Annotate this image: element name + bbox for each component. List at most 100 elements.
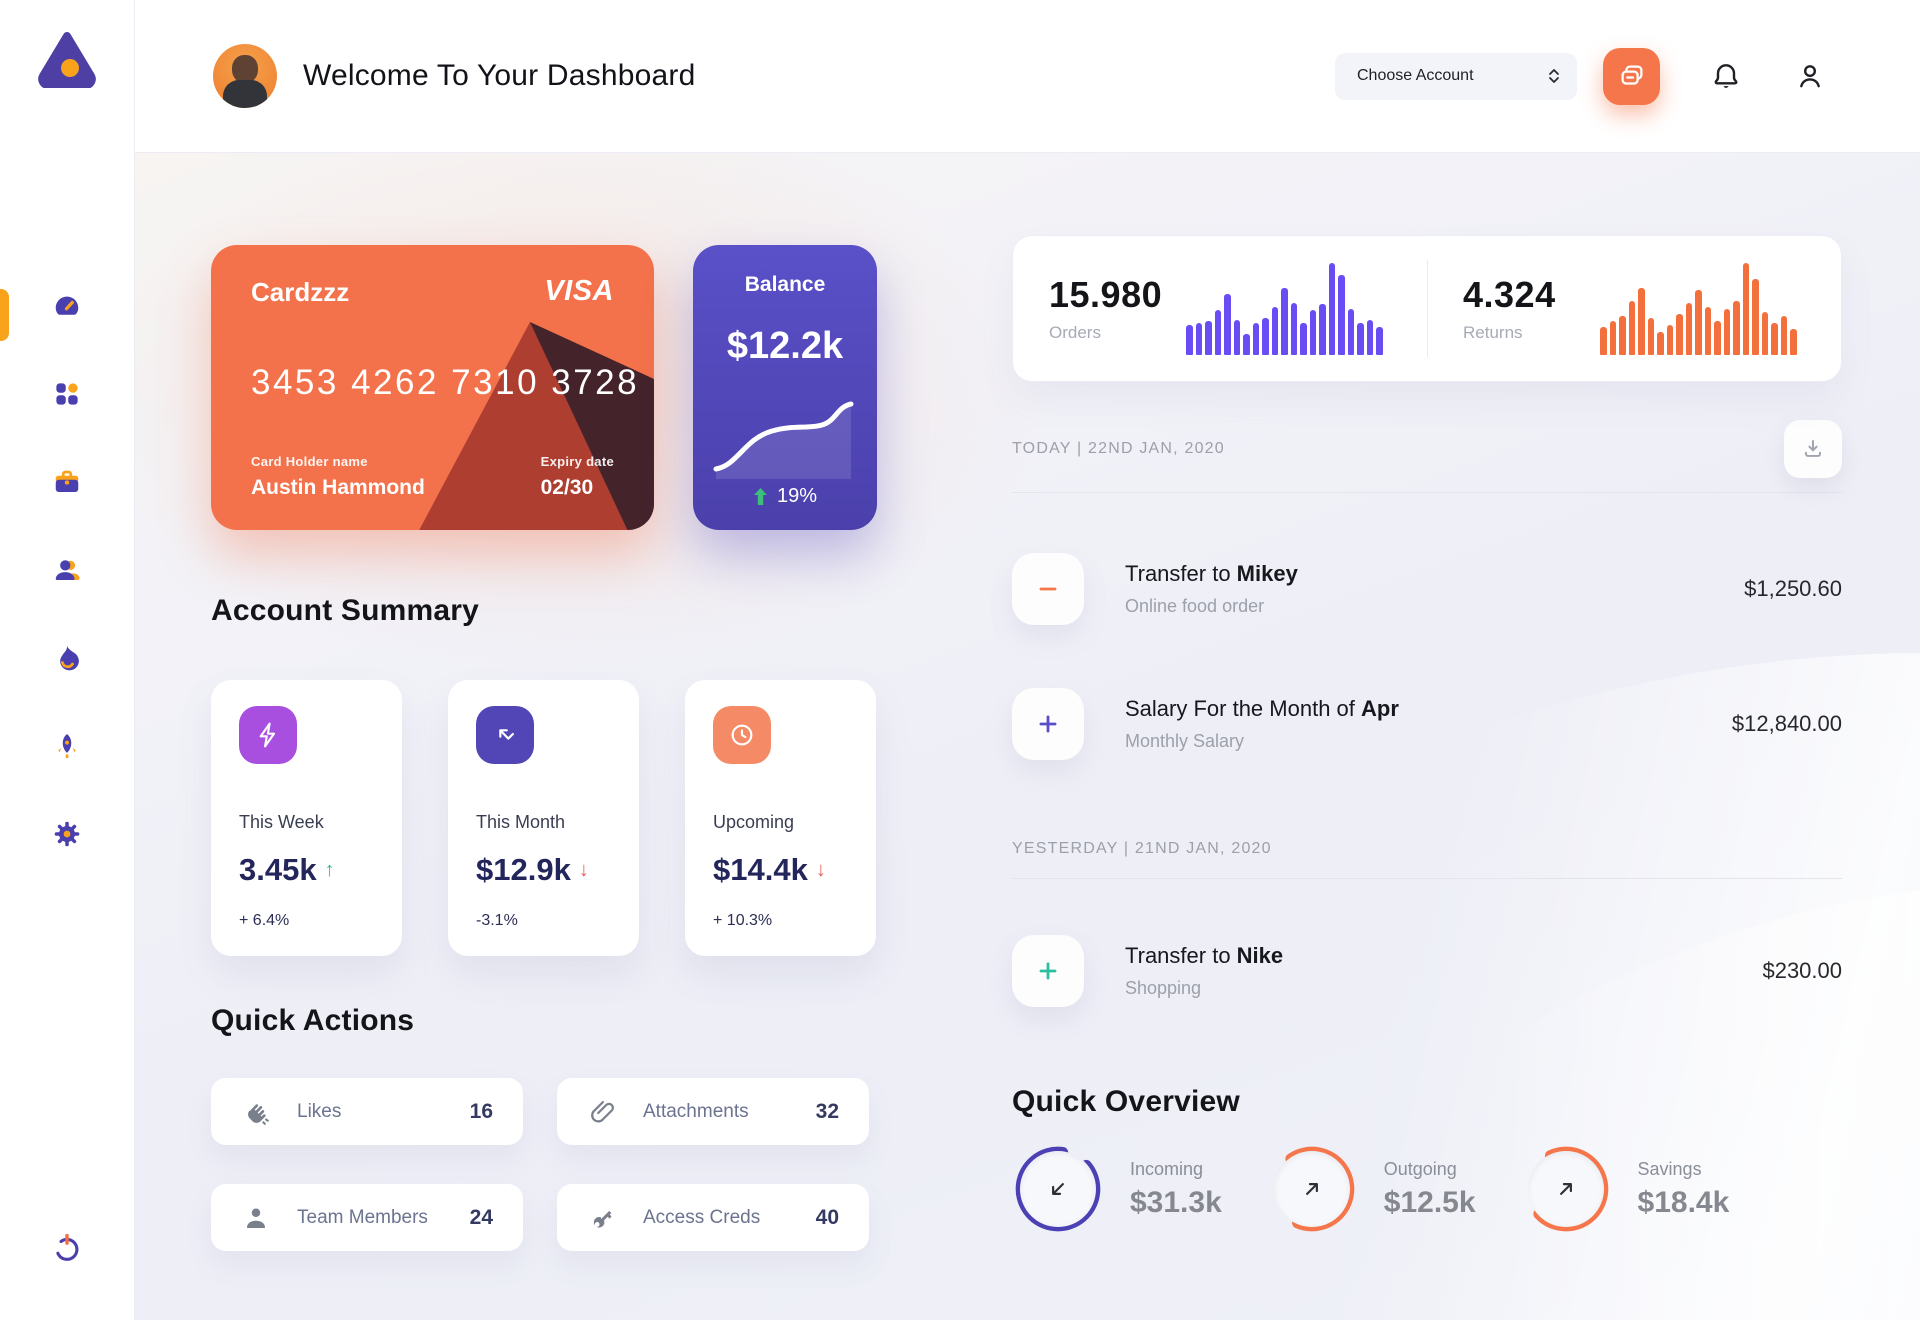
returns-label: Returns xyxy=(1463,323,1523,342)
bell-icon xyxy=(1714,64,1738,88)
sidebar-item-users[interactable] xyxy=(51,554,83,586)
card-holder-block: Card Holder name Austin Hammond xyxy=(251,454,425,500)
chat-bubbles-icon xyxy=(1621,65,1642,85)
card-holder-label: Card Holder name xyxy=(251,454,368,469)
outgoing-progress-ring xyxy=(1266,1143,1358,1235)
sidebar-item-apps[interactable] xyxy=(51,378,83,410)
overview-outgoing: Outgoing $12.5k xyxy=(1266,1143,1476,1235)
summary-card-this-month: This Month $12.9k ↓ -3.1% xyxy=(448,680,639,956)
tx-title: Transfer to Nike xyxy=(1125,943,1284,968)
right-column: 15.980 Orders 4.324 Returns TODAY | 22ND… xyxy=(1012,153,1842,1235)
avatar-shoulders xyxy=(223,80,267,108)
action-label: Attachments xyxy=(643,1100,749,1122)
summary-label: Upcoming xyxy=(713,812,795,832)
action-access-creds[interactable]: Access Creds 40 xyxy=(557,1184,869,1251)
transaction-row-salary[interactable]: Salary For the Month of Apr Monthly Sala… xyxy=(1012,688,1842,760)
credit-card: Cardzzz VISA 3453 4262 7310 3728 Card Ho… xyxy=(211,245,654,530)
arrow-up-right-icon xyxy=(1559,1183,1572,1195)
action-count: 32 xyxy=(815,1099,839,1123)
summary-label: This Week xyxy=(239,812,324,832)
overview-value: $18.4k xyxy=(1637,1185,1730,1219)
card-name: Cardzzz xyxy=(251,277,350,307)
profile-button[interactable] xyxy=(1792,58,1828,94)
logout-button[interactable] xyxy=(50,1231,84,1265)
trend-arrow-icon xyxy=(476,706,534,764)
divider xyxy=(1012,492,1842,493)
orders-sparkline xyxy=(1186,262,1391,355)
paperclip-icon xyxy=(591,1100,614,1123)
minus-icon xyxy=(1012,553,1084,625)
summary-percent: + 10.3% xyxy=(713,912,773,929)
up-arrow-icon xyxy=(753,488,767,505)
action-likes[interactable]: Likes 16 xyxy=(211,1078,523,1145)
card-holder-name: Austin Hammond xyxy=(251,476,425,499)
summary-card-upcoming: Upcoming $14.4k ↓ + 10.3% xyxy=(685,680,876,956)
balance-label: Balance xyxy=(744,273,826,296)
trend-down-arrow: ↓ xyxy=(578,858,589,881)
notifications-button[interactable] xyxy=(1708,58,1744,94)
incoming-progress-ring xyxy=(1012,1143,1104,1235)
sidebar-item-dashboard[interactable] xyxy=(51,290,83,322)
account-select[interactable]: Choose Account xyxy=(1335,52,1577,100)
tx-amount: $230.00 xyxy=(1762,958,1842,983)
overview-label: Savings xyxy=(1637,1158,1702,1179)
tx-subtitle: Online food order xyxy=(1125,596,1265,616)
sidebar-item-work[interactable] xyxy=(51,466,83,498)
action-count: 16 xyxy=(469,1099,493,1123)
balance-change: 19% xyxy=(776,485,818,507)
overview-incoming: Incoming $31.3k xyxy=(1012,1143,1222,1235)
key-icon xyxy=(593,1210,612,1228)
transaction-row-nike[interactable]: Transfer to Nike Shopping $230.00 xyxy=(1012,935,1842,1007)
user-avatar[interactable] xyxy=(213,44,277,108)
messages-button[interactable] xyxy=(1603,47,1660,105)
person-icon xyxy=(247,1208,265,1228)
sidebar-item-launch[interactable] xyxy=(51,730,83,762)
tx-amount: $12,840.00 xyxy=(1731,711,1842,736)
summary-label: This Month xyxy=(476,812,566,832)
balance-line-chart xyxy=(713,401,854,479)
tx-date-today: TODAY | 22ND JAN, 2020 xyxy=(1012,440,1225,457)
rocket-icon xyxy=(58,734,76,759)
app-logo[interactable] xyxy=(36,30,98,89)
summary-percent: + 6.4% xyxy=(239,912,290,929)
header: Welcome To Your Dashboard Choose Account xyxy=(135,0,1920,153)
action-attachments[interactable]: Attachments 32 xyxy=(557,1078,869,1145)
quick-actions-grid: Likes 16 Attachments 32 Team Members 24 xyxy=(211,1078,883,1251)
trend-up-arrow: ↑ xyxy=(324,858,335,881)
select-chevrons-icon xyxy=(1549,69,1559,83)
stats-divider xyxy=(1427,260,1428,357)
flame-icon xyxy=(60,645,79,671)
sidebar-item-activity[interactable] xyxy=(51,642,83,674)
lightning-icon xyxy=(239,706,297,764)
avatar-face xyxy=(232,55,258,83)
quick-overview-row: Incoming $31.3k Outgoing $12.5k xyxy=(1012,1143,1842,1235)
overview-value: $31.3k xyxy=(1130,1185,1222,1219)
plus-icon xyxy=(1012,688,1084,760)
person-outline-icon xyxy=(1800,65,1820,88)
action-count: 40 xyxy=(815,1205,839,1229)
download-statement-button[interactable] xyxy=(1784,420,1842,478)
savings-progress-ring xyxy=(1520,1143,1612,1235)
briefcase-icon xyxy=(55,470,79,492)
quick-actions-title: Quick Actions xyxy=(211,1004,415,1037)
divider xyxy=(1012,878,1842,879)
action-count: 24 xyxy=(469,1205,493,1229)
action-team-members[interactable]: Team Members 24 xyxy=(211,1184,523,1251)
tx-group-header-yesterday: YESTERDAY | 21ND JAN, 2020 xyxy=(1012,834,1842,864)
returns-sparkline xyxy=(1600,262,1805,355)
balance-value: $12.2k xyxy=(726,325,844,367)
summary-value: $14.4k ↓ xyxy=(713,852,826,887)
tx-title: Salary For the Month of Apr xyxy=(1125,696,1399,721)
quick-overview-title: Quick Overview xyxy=(1012,1085,1240,1118)
card-expiry-label: Expiry date xyxy=(540,454,614,469)
arrow-down-left-icon xyxy=(1052,1183,1064,1195)
orders-label: Orders xyxy=(1049,323,1101,342)
overview-value: $12.5k xyxy=(1383,1185,1476,1219)
transaction-row-mikey[interactable]: Transfer to Mikey Online food order $1,2… xyxy=(1012,553,1842,625)
apps-grid-icon xyxy=(56,383,78,405)
tx-date-yesterday: YESTERDAY | 21ND JAN, 2020 xyxy=(1012,840,1272,857)
card-expiry-date: 02/30 xyxy=(540,476,594,499)
sidebar-item-settings[interactable] xyxy=(51,818,83,850)
plus-icon xyxy=(1012,935,1084,1007)
active-nav-indicator xyxy=(0,289,9,341)
